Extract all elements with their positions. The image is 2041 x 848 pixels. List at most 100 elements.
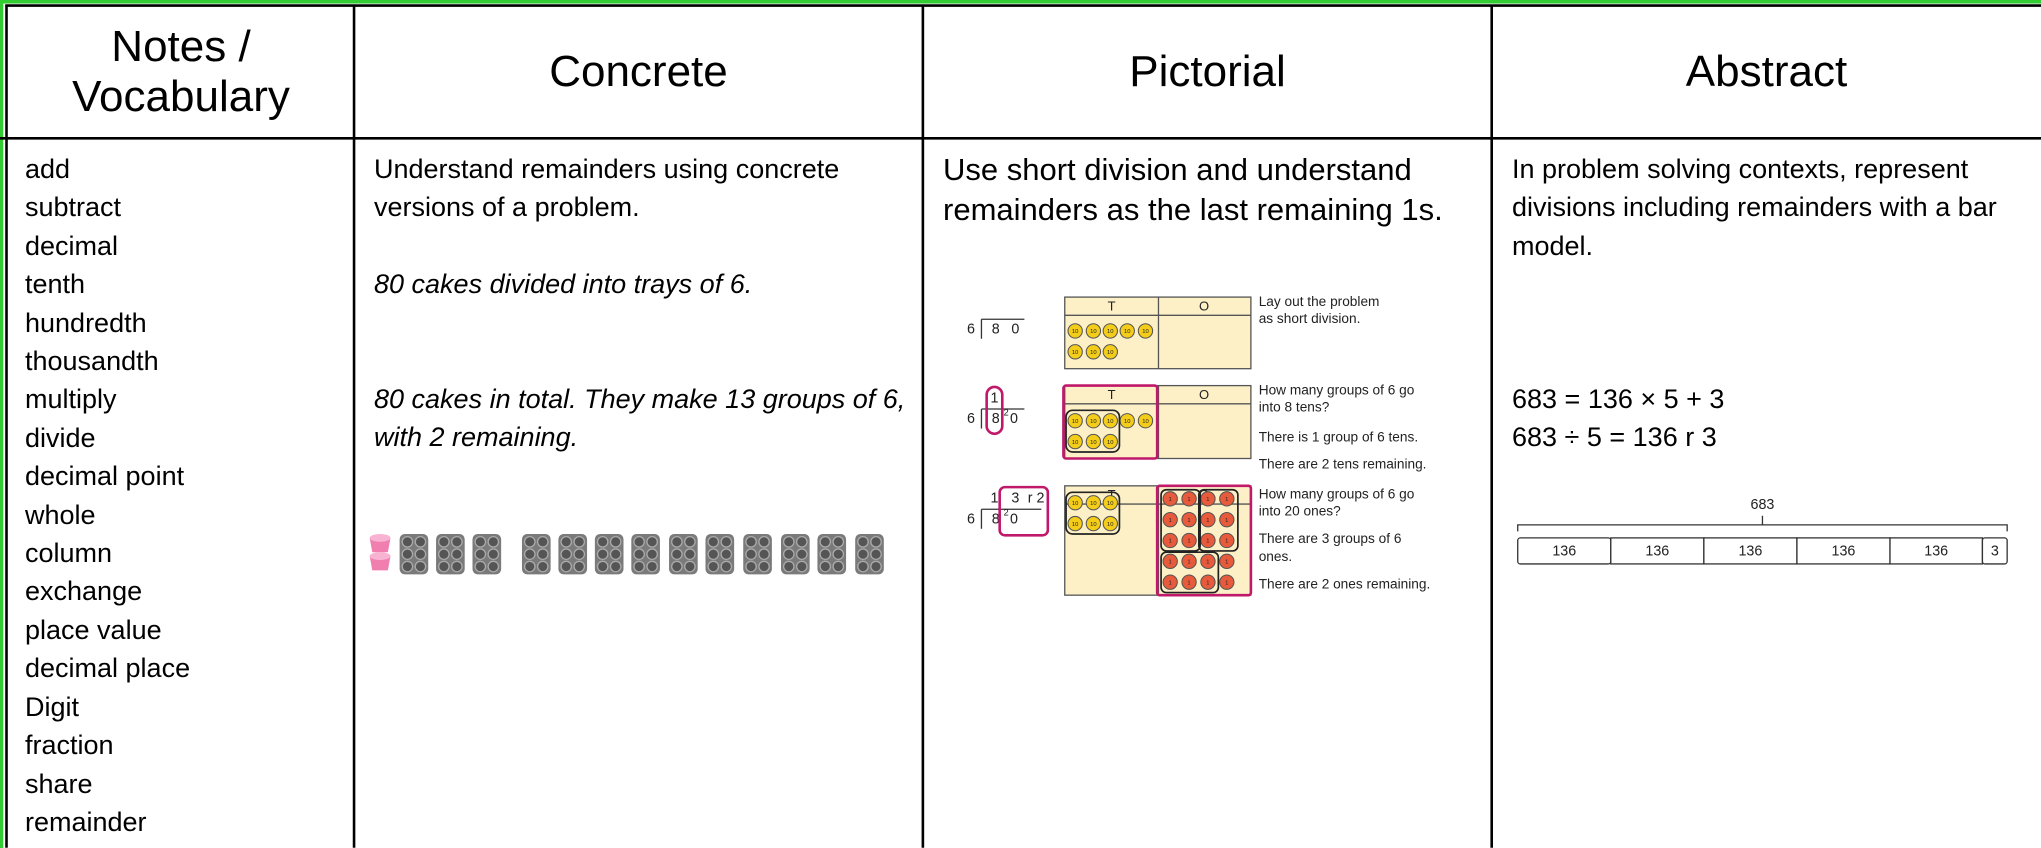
tray-hole [646, 548, 658, 561]
label: 683 [1751, 497, 1775, 513]
label: 10 [1072, 350, 1079, 356]
bar-part [1981, 537, 2008, 565]
vocabulary-word: exchange [25, 576, 143, 607]
tray-hole [560, 560, 573, 573]
label: 1 [1225, 518, 1228, 524]
counter [1181, 491, 1197, 507]
tray-hole [684, 560, 696, 573]
tray-hole [523, 535, 536, 548]
label: How many groups of 6 go [1259, 487, 1415, 502]
tray-hole [451, 535, 463, 548]
counter [1219, 511, 1235, 528]
label: 10 [1090, 329, 1097, 335]
vocabulary-word: thousandth [25, 346, 159, 377]
label: 10 [1090, 350, 1097, 356]
tray-hole [609, 548, 622, 561]
vocabulary-list: add subtract decimal tenth hundredth thousand… [25, 150, 345, 841]
tray-hole [720, 535, 733, 548]
label: 10 [1107, 522, 1114, 528]
tray-hole [633, 548, 645, 561]
label: 1 [1206, 497, 1209, 503]
tray-hole [870, 560, 882, 573]
counter [1067, 433, 1083, 450]
counter [1162, 491, 1178, 507]
label: 10 [1090, 419, 1097, 425]
label: There are 2 tens remaining. [1259, 457, 1427, 472]
label: T [1108, 387, 1116, 402]
label: 136 [1645, 543, 1669, 559]
label: 10 [1072, 440, 1079, 446]
counter [1181, 553, 1197, 570]
tray-hole [720, 548, 733, 561]
tray-hole [633, 535, 645, 548]
vocabulary-word: column [25, 538, 113, 569]
tray-hole [438, 548, 450, 561]
tray-hole [758, 560, 770, 573]
label: 6 [967, 511, 975, 527]
counter [1102, 413, 1118, 429]
tray-hole [857, 535, 869, 548]
tray-hole [857, 560, 869, 573]
label: 1 [1206, 518, 1209, 524]
label: 1 [1225, 497, 1228, 503]
counter [1119, 323, 1135, 339]
tray-hole [523, 560, 536, 573]
tray-hole [707, 560, 720, 573]
bar-part [1703, 537, 1798, 565]
label: O [1199, 298, 1209, 313]
pictorial-text: Use short division and understand remain… [943, 152, 1443, 227]
label: 10 [1124, 329, 1131, 335]
label: 10 [1072, 419, 1079, 425]
label: 10 [1072, 501, 1079, 507]
label: into 8 tens? [1259, 399, 1330, 414]
header-cell: Concrete [549, 46, 728, 96]
label: 10 [1142, 329, 1149, 335]
group-box [1160, 551, 1220, 594]
tray-hole [758, 535, 770, 548]
tray-hole [596, 535, 609, 548]
label: 10 [1107, 329, 1114, 335]
tray-hole [870, 535, 882, 548]
label: How many groups of 6 go [1259, 382, 1415, 397]
counter [1200, 574, 1216, 590]
label: 3 [1011, 491, 1019, 507]
label: 10 [1142, 419, 1149, 425]
counter [1102, 344, 1118, 360]
tray-hole [857, 548, 869, 561]
tray-hole [782, 560, 795, 573]
label: T [1108, 298, 1116, 313]
group-box [1065, 491, 1121, 535]
counter [1219, 574, 1235, 590]
label: 1 [1225, 560, 1228, 566]
vocabulary-word: divide [25, 422, 96, 453]
label: 1 [1169, 539, 1172, 545]
label: 8 [992, 411, 1000, 427]
bar-part [1889, 537, 1984, 565]
tray-hole [414, 560, 427, 573]
counter [1162, 511, 1178, 528]
tray-hole [438, 560, 450, 573]
counter [1085, 344, 1102, 360]
label: 6 [967, 321, 975, 337]
label: into 20 ones? [1259, 503, 1341, 518]
tray-hole [596, 560, 609, 573]
label: 0 [1011, 321, 1019, 337]
label: 1 [1225, 539, 1228, 545]
tray-hole [474, 548, 487, 561]
vocabulary-word: decimal point [25, 461, 185, 492]
vocabulary-word: remainder [25, 806, 147, 837]
tray-hole [401, 535, 414, 548]
tray-hole [536, 560, 549, 573]
vocabulary-word: tenth [25, 269, 86, 300]
tray-hole [758, 548, 770, 561]
counter [1085, 515, 1102, 532]
tray-hole [819, 560, 832, 573]
tray-hole [745, 560, 757, 573]
tray-hole [720, 560, 733, 573]
tray-hole [870, 548, 882, 561]
label: 136 [1832, 543, 1856, 559]
label: 1 [1206, 560, 1209, 566]
tray-hole [536, 548, 549, 561]
cake [369, 556, 391, 571]
